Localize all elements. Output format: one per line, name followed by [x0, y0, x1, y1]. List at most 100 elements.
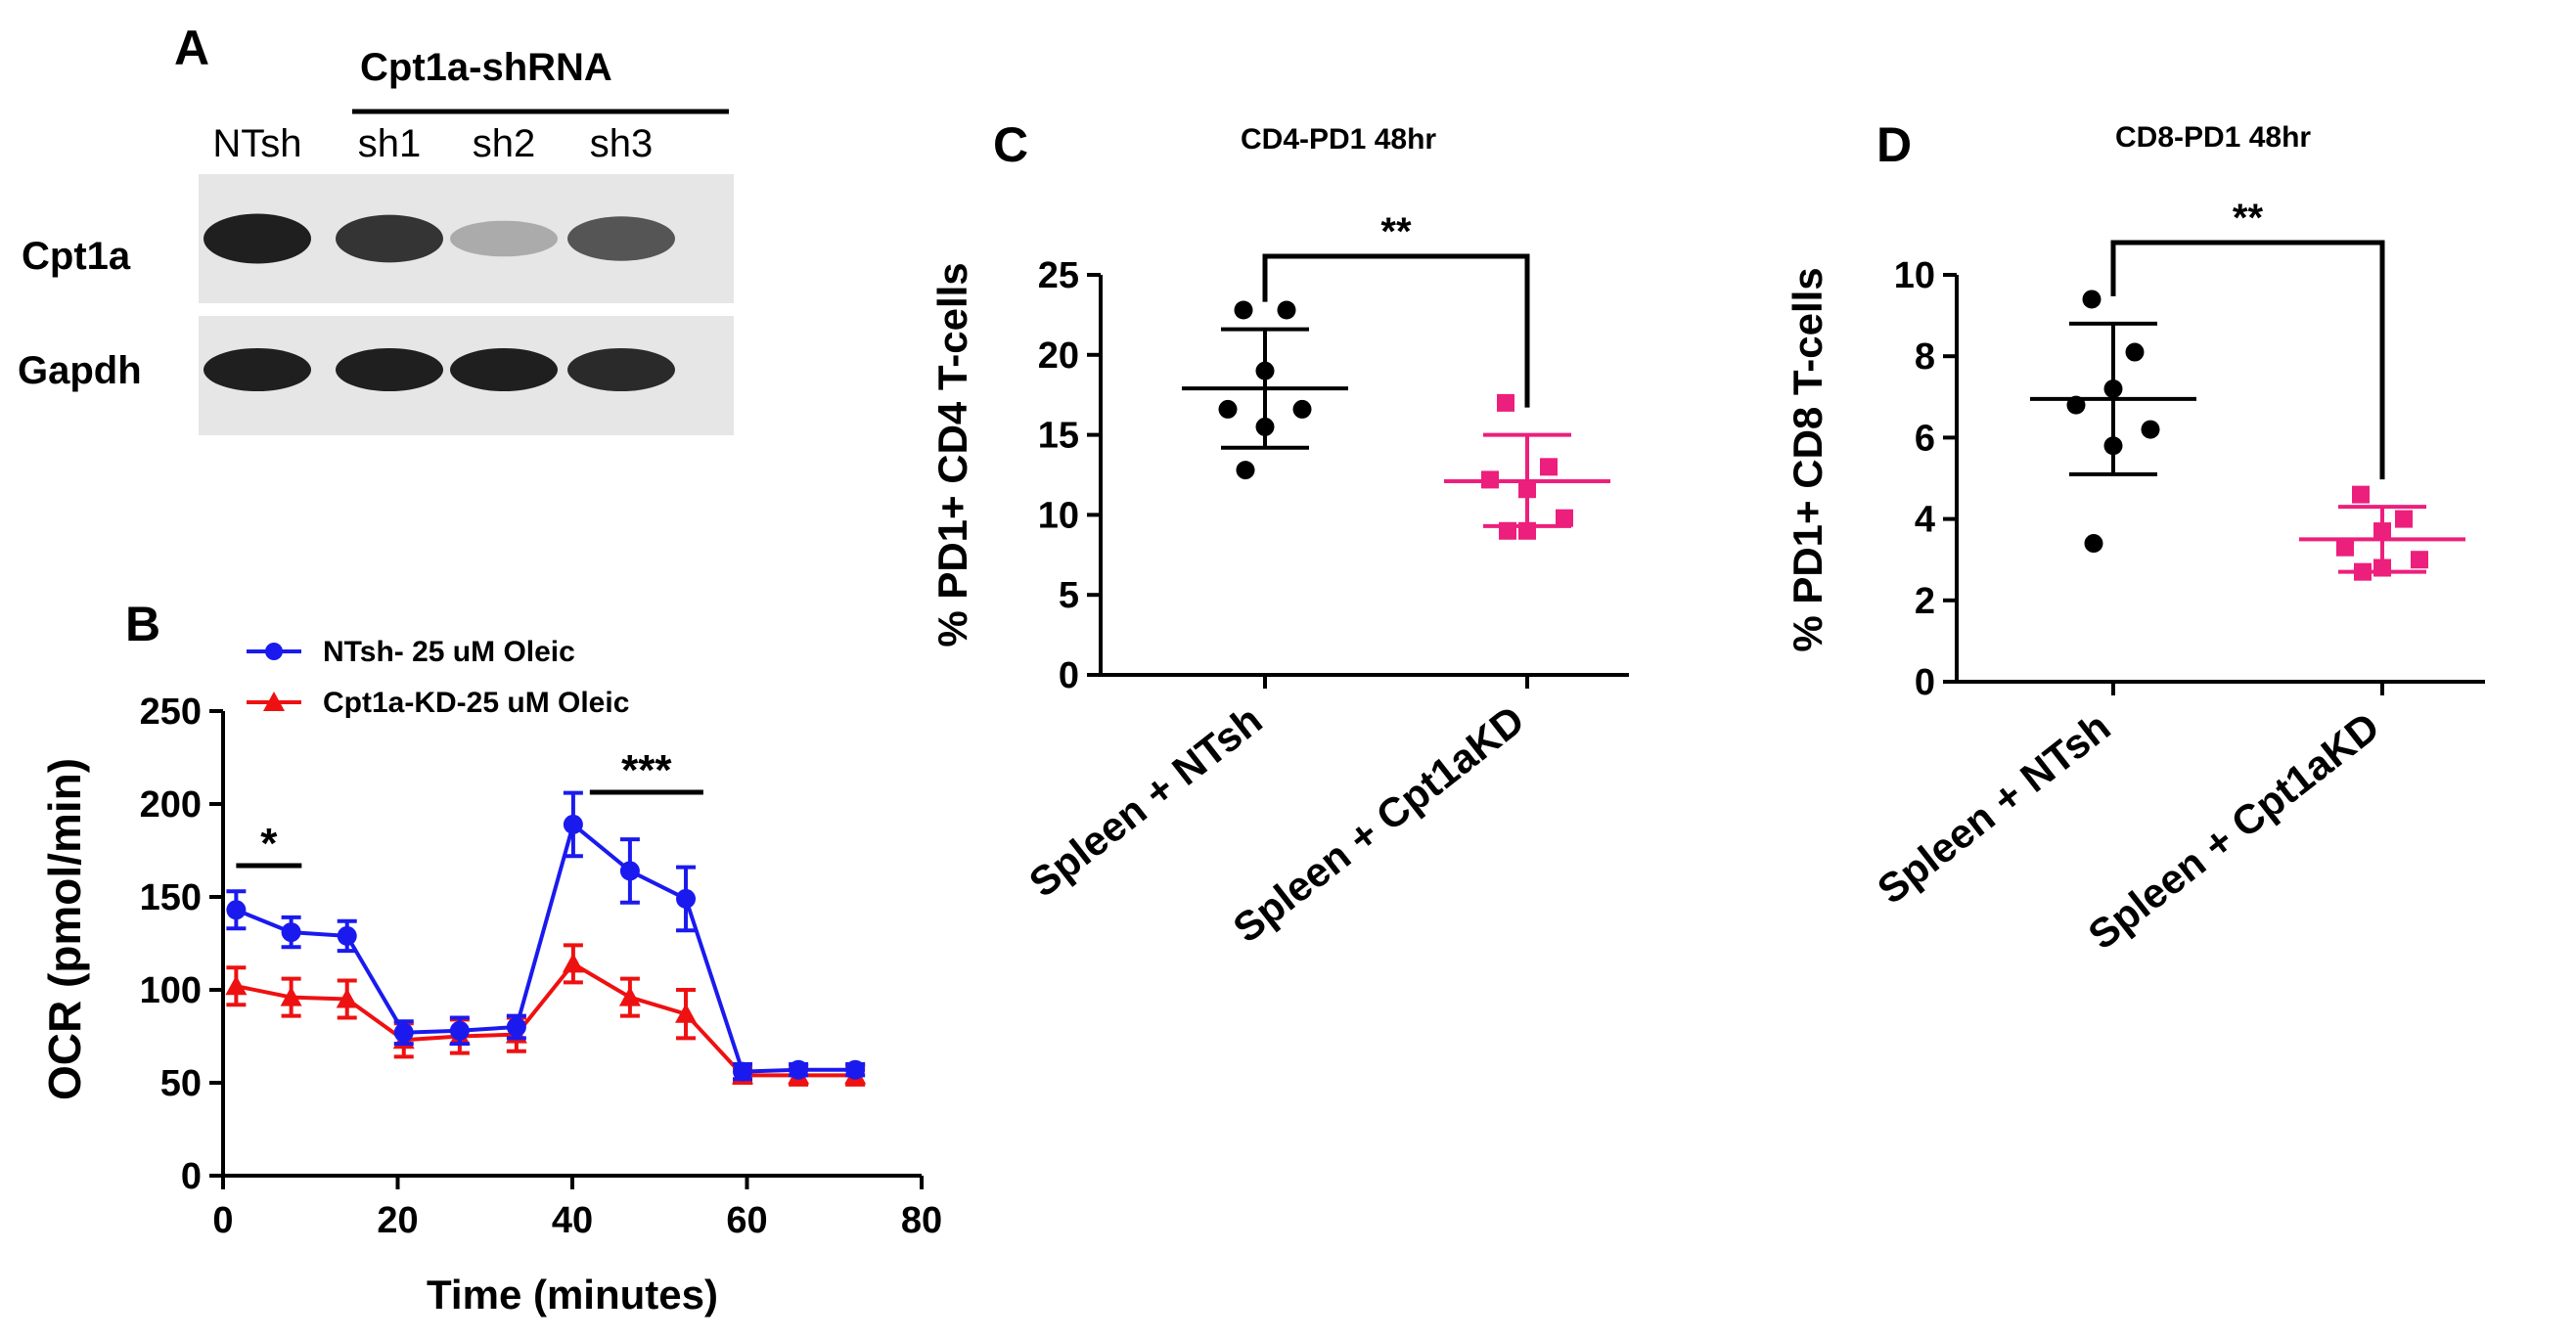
x-tick-label-b: 60 [726, 1200, 767, 1241]
lane-label-ntsh: NTsh [212, 122, 301, 165]
data-point-kd [225, 975, 248, 996]
panel-b: B NTsh- 25 uM Oleic Cpt1a-KD-25 uM Oleic… [39, 597, 942, 1318]
significance-mark-b: *** [621, 746, 672, 794]
significance-mark-b: * [260, 820, 278, 868]
data-point-ntsh [337, 925, 357, 946]
significance-b: **** [236, 746, 703, 869]
legend-kd-marker [263, 692, 285, 711]
data-point-ntsh [2082, 290, 2101, 309]
panel-c: C CD4-PD1 48hr % PD1+ CD4 T-cells 0 5 10 15… [929, 117, 1629, 952]
data-point-ntsh [676, 888, 697, 909]
lane-label-sh2: sh2 [473, 122, 536, 165]
x-tick-label-b: 0 [212, 1200, 233, 1241]
data-point-kd [2395, 510, 2413, 528]
x-axis-title-b: Time (minutes) [427, 1272, 718, 1318]
data-point-kd [336, 988, 358, 1008]
significance-mark: ** [2233, 197, 2264, 240]
band-cpt1a-sh1 [336, 214, 443, 263]
data-point-kd [1518, 521, 1536, 540]
significance-mark: ** [1380, 210, 1412, 253]
series-b [225, 790, 867, 1087]
significance-bracket [1262, 253, 1530, 408]
data-point-ntsh [226, 900, 247, 920]
band-gapdh-sh3 [567, 348, 675, 391]
y-tick-label: 25 [1038, 255, 1079, 296]
y-tick-label: 0 [1059, 655, 1079, 696]
panel-d: D CD8-PD1 48hr % PD1+ CD8 T-cells 0 2 4 6 8 1… [1785, 117, 2485, 959]
data-point-ntsh [563, 814, 583, 834]
data-point-ntsh [2103, 379, 2123, 398]
y-tick-label-b: 200 [140, 784, 202, 826]
chart-title-c: CD4-PD1 48hr [1241, 123, 1436, 156]
data-point-kd [2411, 551, 2428, 569]
data-point-kd [2373, 558, 2391, 577]
data-point-ntsh [845, 1059, 866, 1080]
data-point-ntsh [281, 922, 301, 943]
y-axis-title-c: % PD1+ CD4 T-cells [929, 262, 975, 647]
panel-a: A Cpt1a-shRNA NTsh sh1 sh2 sh3 Cpt1a Gapdh [18, 21, 734, 435]
band-cpt1a-sh2 [450, 220, 558, 257]
y-tick-label: 0 [1915, 662, 1935, 703]
y-tick-label: 15 [1038, 416, 1079, 457]
category-label: Spleen + Cpt1aKD [1225, 696, 1533, 951]
y-tick-label: 6 [1915, 418, 1935, 459]
legend-ntsh-marker [265, 643, 283, 660]
data-point-kd [562, 953, 584, 973]
lane-label-sh1: sh1 [358, 122, 422, 165]
data-point-ntsh [733, 1061, 753, 1082]
y-tick-label: 4 [1915, 500, 1935, 541]
data-point-kd [1540, 458, 1558, 476]
band-cpt1a-ntsh [203, 213, 311, 264]
y-tick-label-b: 100 [140, 970, 202, 1011]
y-tick-label-b: 250 [140, 692, 202, 733]
panel-c-letter: C [993, 117, 1028, 172]
data-point-kd [2354, 562, 2372, 581]
legend-ntsh-label: NTsh- 25 uM Oleic [323, 636, 575, 668]
y-tick-label: 10 [1894, 255, 1935, 296]
data-point-kd [2336, 538, 2354, 557]
data-point-ntsh [2125, 342, 2145, 362]
data-point-ntsh [789, 1059, 809, 1080]
row-label-gapdh: Gapdh [18, 349, 142, 392]
lane-label-sh3: sh3 [590, 122, 654, 165]
data-point-kd [1481, 470, 1499, 489]
row-label-cpt1a: Cpt1a [22, 235, 131, 278]
data-point-kd [1518, 480, 1536, 499]
data-point-ntsh [619, 861, 640, 881]
data-point-ntsh [1277, 300, 1296, 320]
significance-bracket [2110, 240, 2385, 480]
data-point-kd [1556, 509, 1573, 527]
y-tick-label: 20 [1038, 335, 1079, 377]
y-axis-title-b: OCR (pmol/min) [39, 758, 90, 1100]
y-tick-label: 8 [1915, 336, 1935, 378]
data-point-ntsh [2084, 534, 2103, 554]
data-point-ntsh [1255, 361, 1275, 380]
data-point-ntsh [2066, 395, 2086, 415]
data-point-kd [1497, 393, 1514, 412]
band-gapdh-sh2 [450, 348, 558, 391]
data-point-ntsh [449, 1020, 470, 1041]
y-axis-title-d: % PD1+ CD8 T-cells [1785, 267, 1830, 651]
data-point-kd [618, 986, 641, 1006]
data-point-kd [280, 986, 302, 1006]
data-point-kd [1499, 521, 1516, 540]
x-tick-label-b: 80 [901, 1200, 942, 1241]
category-label: Spleen + Cpt1aKD [2080, 703, 2388, 958]
data-point-ntsh [1218, 399, 1238, 419]
data-point-ntsh [1234, 300, 1253, 320]
x-tick-label-b: 20 [377, 1200, 418, 1241]
y-tick-label-b: 0 [181, 1156, 202, 1197]
y-tick-label-b: 150 [140, 877, 202, 918]
legend-kd-label: Cpt1a-KD-25 uM Oleic [323, 687, 629, 719]
data-point-ntsh [2103, 436, 2123, 456]
y-tick-label: 5 [1059, 575, 1079, 616]
data-point-kd [2352, 485, 2370, 504]
x-tick-label-b: 40 [552, 1200, 593, 1241]
y-tick-label: 10 [1038, 495, 1079, 536]
panel-b-letter: B [125, 597, 160, 651]
data-point-ntsh [1236, 461, 1255, 480]
data-point-ntsh [2141, 420, 2160, 439]
chart-title-d: CD8-PD1 48hr [2115, 121, 2311, 154]
data-point-ntsh [1255, 417, 1275, 436]
